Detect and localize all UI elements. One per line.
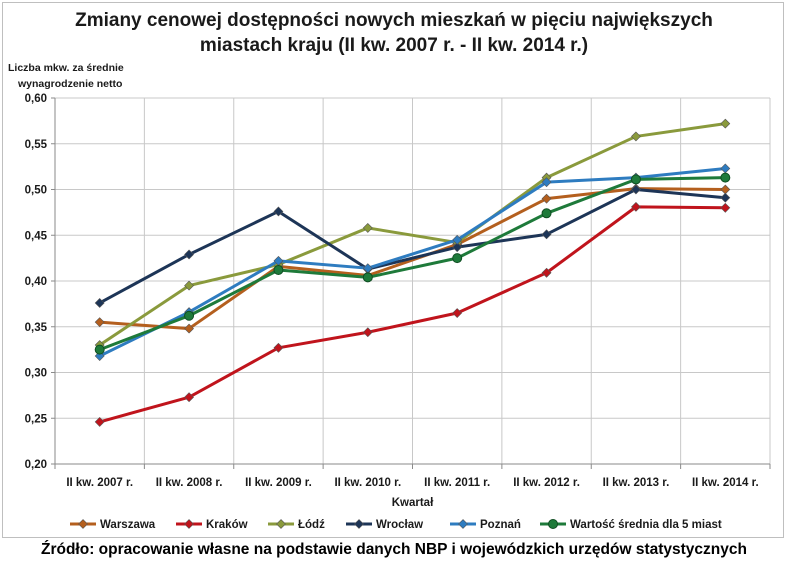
legend-label: Wrocław <box>376 519 423 531</box>
data-point <box>631 201 641 212</box>
x-tick-label: II kw. 2009 r. <box>245 477 312 489</box>
y-tick-label: 0,45 <box>25 230 48 242</box>
legend-label: Kraków <box>206 519 248 531</box>
data-point <box>184 280 194 291</box>
series-line <box>99 187 726 331</box>
y-axis-label: Liczba mkw. za średnie wynagrodzenie net… <box>8 60 158 92</box>
data-point <box>452 234 463 245</box>
data-point <box>720 184 731 195</box>
legend-item: Kraków <box>176 519 248 531</box>
x-tick-label: II kw. 2010 r. <box>334 477 401 489</box>
legend-marker <box>276 519 286 529</box>
data-point <box>362 272 373 283</box>
data-point <box>720 118 731 129</box>
y-tick-label: 0,55 <box>25 139 48 151</box>
data-point <box>452 308 463 318</box>
y-axis-label-line2: wynagrodzenie netto <box>18 78 123 90</box>
data-point <box>273 342 284 353</box>
data-point <box>184 310 195 321</box>
chart-title-line2: miastach kraju (II kw. 2007 r. - II kw. … <box>199 35 589 56</box>
data-point <box>720 192 731 203</box>
data-point <box>631 184 641 195</box>
y-tick-label: 0,25 <box>25 413 48 425</box>
data-point <box>362 327 373 338</box>
x-tick-label: II kw. 2011 r. <box>424 477 490 489</box>
legend-marker <box>78 519 88 529</box>
y-tick-label: 0,50 <box>25 185 47 197</box>
legend-item: Warszawa <box>70 519 156 531</box>
series-line <box>98 122 726 347</box>
series-line <box>98 188 726 305</box>
x-tick-label: II kw. 2013 r. <box>603 477 670 489</box>
legend-marker <box>184 519 194 529</box>
y-axis-label-line1: Liczba mkw. za średnie <box>8 62 124 74</box>
y-tick-label: 0,30 <box>25 368 47 380</box>
chart-title-line1: Zmiany cenowej dostępności nowych mieszk… <box>75 10 713 31</box>
legend-label: Warszawa <box>100 519 156 531</box>
x-tick-labels: II kw. 2007 r. II kw. 2008 r. II kw. 2009 … <box>66 477 758 489</box>
x-tick-label: II kw. 2008 r. <box>156 477 223 489</box>
y-tick-labels: 0,20 0,25 0,30 0,35 0,40 0,45 0,50 0,55 0,60 <box>25 93 48 471</box>
data-point <box>362 223 373 233</box>
data-point <box>184 249 194 260</box>
data-point <box>541 208 552 219</box>
legend-marker <box>458 519 468 529</box>
data-point <box>541 267 552 278</box>
chart-frame <box>2 2 784 538</box>
data-point <box>94 298 105 308</box>
legend-item: Poznań <box>450 519 521 531</box>
legend-item: Wrocław <box>346 519 423 531</box>
data-point <box>541 177 552 188</box>
legend-label: Poznań <box>480 519 521 531</box>
y-tick-label: 0,35 <box>25 322 48 334</box>
y-tick-label: 0,20 <box>25 459 47 471</box>
axes <box>51 97 771 469</box>
legend-item: Wartość średnia dla 5 miast <box>540 519 722 531</box>
data-point <box>720 163 731 174</box>
x-axis-label: Kwartał <box>392 497 434 509</box>
series-line <box>99 205 726 424</box>
series-line <box>99 176 726 352</box>
x-tick-label: II kw. 2007 r. <box>66 477 133 489</box>
series-5 <box>94 172 731 355</box>
data-point <box>94 344 105 355</box>
grid-lines <box>55 97 771 464</box>
chart-title: Zmiany cenowej dostępności nowych mieszk… <box>0 8 788 58</box>
data-point <box>184 323 194 334</box>
legend-label: Łódź <box>298 519 325 531</box>
series-line <box>99 166 726 358</box>
legend: Warszawa Kraków Łódź Wrocław Poznań Wartość ś… <box>70 519 722 531</box>
data-point <box>362 263 373 274</box>
data-point <box>94 416 105 427</box>
x-tick-label: II kw. 2014 r. <box>692 477 759 489</box>
legend-marker <box>354 519 364 529</box>
series-group <box>94 118 731 427</box>
legend-marker <box>548 519 558 529</box>
legend-item: Łódź <box>268 519 325 531</box>
y-tick-label: 0,60 <box>25 93 47 105</box>
data-point <box>273 265 284 276</box>
data-point <box>720 172 731 183</box>
legend-label: Wartość średnia dla 5 miast <box>570 519 722 531</box>
data-point <box>273 206 284 217</box>
data-point <box>452 253 463 264</box>
data-point <box>541 193 552 204</box>
data-point <box>184 392 194 403</box>
data-point <box>452 242 463 253</box>
data-point <box>720 202 731 213</box>
data-point <box>631 131 641 142</box>
series-1 <box>94 201 731 427</box>
source-note: Źródło: opracowanie własne na podstawie … <box>41 541 747 558</box>
data-point <box>94 317 105 328</box>
data-point <box>541 229 552 240</box>
line-chart: 0,20 0,25 0,30 0,35 0,40 0,45 0,50 0,55 0,60 II … <box>25 93 771 531</box>
y-tick-label: 0,40 <box>25 276 47 288</box>
x-tick-label: II kw. 2012 r. <box>513 477 580 489</box>
data-point <box>630 174 641 185</box>
